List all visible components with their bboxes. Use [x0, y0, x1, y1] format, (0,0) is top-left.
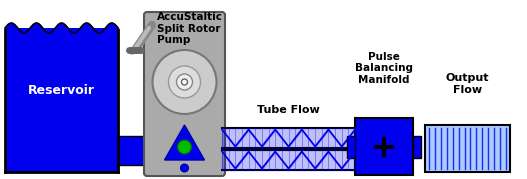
Text: Tube Flow: Tube Flow	[257, 105, 320, 115]
Circle shape	[181, 164, 189, 172]
FancyBboxPatch shape	[144, 12, 225, 176]
Polygon shape	[164, 125, 204, 160]
Text: AccuStaltic
Split Rotor
Pump: AccuStaltic Split Rotor Pump	[157, 12, 223, 45]
Bar	[347, 136, 355, 158]
Bar	[355, 118, 413, 175]
Bar	[374, 144, 394, 149]
Text: Output
Flow: Output Flow	[446, 73, 489, 95]
Bar	[425, 125, 510, 172]
Circle shape	[178, 140, 191, 154]
Circle shape	[177, 74, 192, 90]
Bar	[118, 136, 215, 165]
Circle shape	[169, 66, 200, 98]
Bar	[413, 136, 421, 158]
Circle shape	[181, 79, 188, 85]
Text: Pulse
Balancing
Manifold: Pulse Balancing Manifold	[355, 52, 413, 85]
Bar	[382, 137, 386, 156]
Text: Reservoir: Reservoir	[28, 84, 95, 98]
Bar	[5, 28, 118, 172]
Circle shape	[152, 50, 217, 114]
